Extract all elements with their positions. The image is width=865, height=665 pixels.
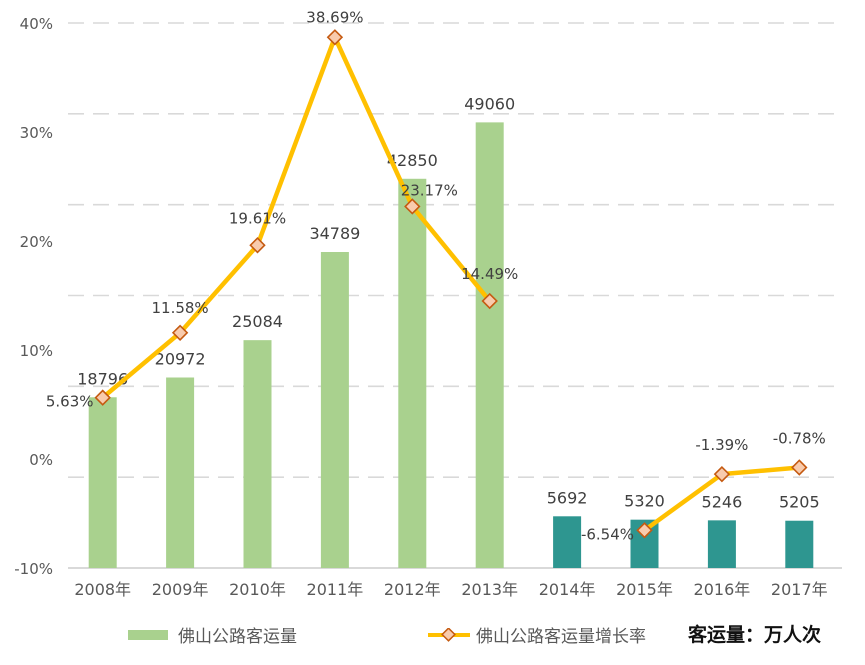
x-tick-label: 2009年 [152,580,209,599]
bar [398,178,427,568]
x-tick-label: 2016年 [694,580,751,599]
x-tick-label: 2010年 [229,580,286,599]
line-marker [791,459,808,476]
bar-data-label: 20972 [155,350,206,369]
line-marker [171,324,189,341]
y-tick-label: 0% [29,451,53,469]
x-tick-label: 2011年 [307,580,364,599]
x-tick-label: 2012年 [384,580,441,599]
line-marker [636,522,653,539]
bar [707,520,736,568]
y-tick-label: 30% [20,124,53,142]
line-marker [404,198,421,215]
y-tick-label: -10% [14,560,53,578]
x-tick-label: 2013年 [461,580,518,599]
bar [320,251,349,568]
y-tick-label: 40% [20,15,53,33]
bar-data-label: 18796 [77,369,128,388]
bar [553,516,582,568]
line-data-label: 11.58% [151,299,208,317]
bar [166,377,195,568]
bar-data-label: 5246 [702,492,743,511]
growth-line [101,35,492,400]
line-marker [481,292,498,310]
unit-note: 客运量：万人次 [688,624,822,646]
bar-data-label: 5692 [547,488,588,507]
line-data-label: 14.49% [461,265,518,283]
line-data-label: -6.54% [581,525,634,543]
x-tick-label: 2015年 [616,580,673,599]
line-marker [249,237,266,254]
legend-item-bar: 佛山公路客运量 [128,622,297,647]
x-tick-label: 2014年 [539,580,596,599]
line-marker [94,389,111,406]
bar-data-label: 5205 [779,493,820,512]
bar-data-label: 49060 [464,94,515,113]
y-tick-label: 20% [20,233,53,251]
bar [243,340,272,568]
legend-bar-swatch [128,629,168,640]
legend-bar-label: 佛山公路客运量 [178,627,297,647]
line-data-label: 19.61% [229,209,286,227]
legend-line-swatch [428,627,470,642]
bar-data-label: 5320 [624,492,665,511]
chart-plot: -10% 0% 10% 20% 30% 40% 2008年 2009年 2010年 2011年 20… [14,8,842,599]
legend-line-label: 佛山公路客运量增长率 [476,627,646,647]
line-data-label: 5.63% [46,393,94,411]
line-data-label: -1.39% [695,436,748,454]
bar-data-label: 42850 [387,151,438,170]
line-data-label: 23.17% [401,181,458,199]
line-data-label: 38.69% [306,8,363,26]
line-marker [713,465,731,483]
bar-data-label: 34789 [309,224,360,243]
bar-data-label: 25084 [232,312,283,331]
y-tick-label: 10% [20,342,53,360]
bar [88,397,117,568]
line-marker [326,29,344,46]
x-tick-label: 2017年 [771,580,828,599]
bar [475,122,504,568]
x-tick-label: 2008年 [74,580,131,599]
bar [785,520,814,568]
legend-item-line: 佛山公路客运量增长率 [428,622,646,647]
line-data-label: -0.78% [773,430,826,448]
